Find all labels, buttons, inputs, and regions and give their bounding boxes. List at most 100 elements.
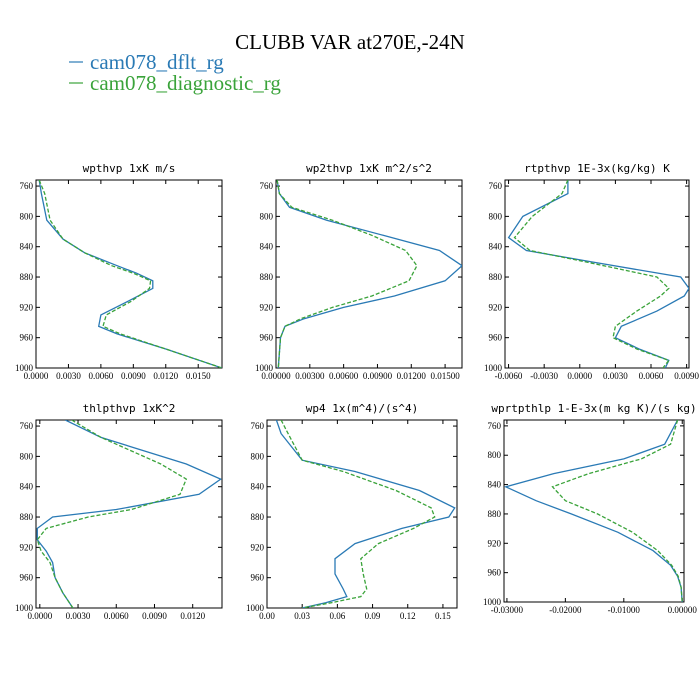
rtpthvp-ytick-label: 1000: [484, 363, 503, 373]
wprtpthlp-xtick-label: -0.02000: [549, 605, 582, 615]
wp2thvp-ytick-label: 800: [260, 211, 274, 221]
wp4-xtick-label: 0.12: [400, 611, 416, 621]
wp4-ytick-label: 1000: [246, 603, 265, 613]
wp2thvp-ytick-label: 920: [260, 302, 274, 312]
rtpthvp-series-dflt: [507, 180, 689, 368]
wp2thvp-xtick-label: 0.01500: [430, 371, 460, 381]
thlpthvp-series-diagnostic: [36, 420, 188, 608]
wp2thvp-xtick-label: 0.00600: [329, 371, 359, 381]
wprtpthlp-xtick-label: -0.01000: [608, 605, 641, 615]
wp2thvp-ytick-label: 880: [260, 272, 274, 282]
wpthvp-xtick-label: 0.0120: [153, 371, 178, 381]
legend-item-diagnostic: cam078_diagnostic_rg: [69, 71, 281, 95]
wp2thvp-xtick-label: 0.00900: [363, 371, 393, 381]
wp4-ytick-label: 800: [251, 451, 265, 461]
wprtpthlp-series-dflt: [504, 420, 683, 602]
wpthvp-xtick-label: 0.0060: [89, 371, 114, 381]
wp4-xtick-label: 0.00: [259, 611, 275, 621]
wpthvp-ytick-label: 920: [20, 302, 34, 312]
rtpthvp-xtick-label: 0.0000: [567, 371, 592, 381]
wp4-xtick-label: 0.06: [329, 611, 345, 621]
wp2thvp-xtick-label: 0.00000: [261, 371, 291, 381]
rtpthvp-ytick-label: 760: [489, 181, 503, 191]
rtpthvp-xtick-label: -0.0030: [530, 371, 558, 381]
wpthvp-ytick-label: 800: [20, 211, 34, 221]
legend-item-dflt: cam078_dflt_rg: [69, 50, 224, 74]
wprtpthlp-ytick-label: 760: [488, 421, 502, 431]
wp4-series-dflt: [275, 420, 456, 608]
legend-label-dflt: cam078_dflt_rg: [90, 50, 224, 74]
rtpthvp-ytick-label: 960: [489, 333, 503, 343]
wp2thvp-series-dflt: [276, 180, 462, 368]
thlpthvp-ytick-label: 800: [20, 451, 34, 461]
wpthvp-xtick-label: 0.0000: [24, 371, 49, 381]
panel-wp2thvp: wp2thvp 1xK m^2/s^2 760 800 840 880 920 960 100…: [255, 162, 463, 381]
wprtpthlp-ytick-label: 1000: [483, 597, 502, 607]
wp2thvp-ytick-label: 960: [260, 333, 274, 343]
wp2thvp-ytick-label: 760: [260, 181, 274, 191]
wpthvp-ytick-label: 1000: [15, 363, 34, 373]
figure-title: CLUBB VAR at270E,-24N: [235, 30, 465, 54]
rtpthvp-plot-frame: [504, 179, 690, 369]
wprtpthlp-panel-title: wprtpthlp 1-E-3x(m kg K)/(s kg): [491, 402, 696, 415]
wpthvp-ytick-label: 840: [20, 242, 34, 252]
thlpthvp-ytick-label: 1000: [15, 603, 34, 613]
rtpthvp-xtick-label: 0.0090: [674, 371, 699, 381]
wprtpthlp-xtick-label: 0.00000: [668, 605, 698, 615]
panel-wpthvp: wpthvp 1xK m/s76080084088092096010000.00…: [15, 162, 223, 381]
wprtpthlp-ytick-label: 840: [488, 480, 502, 490]
rtpthvp-ytick-label: 920: [489, 302, 503, 312]
panel-thlpthvp: thlpthvp 1xK^276080084088092096010000.00…: [15, 402, 223, 621]
wp2thvp-ytick-label: 1000: [255, 363, 274, 373]
rtpthvp-xtick-label: -0.0060: [495, 371, 523, 381]
wprtpthlp-series-diagnostic: [551, 420, 683, 602]
wprtpthlp-ytick-label: 880: [488, 509, 502, 519]
wp2thvp-panel-title: wp2thvp 1xK m^2/s^2: [306, 162, 432, 175]
rtpthvp-panel-title: rtpthvp 1E-3x(kg/kg) K: [524, 162, 670, 175]
thlpthvp-xtick-label: 0.0030: [66, 611, 91, 621]
wp4-ytick-label: 760: [251, 421, 265, 431]
rtpthvp-xtick-label: 0.0060: [639, 371, 664, 381]
wp4-panel-title: wp4 1x(m^4)/(s^4): [306, 402, 419, 415]
thlpthvp-ytick-label: 880: [20, 512, 34, 522]
thlpthvp-xtick-label: 0.0120: [180, 611, 205, 621]
panel-wprtpthlp: wprtpthlp 1-E-3x(m kg K)/(s kg) 760 800 840…: [483, 402, 697, 615]
wprtpthlp-ytick-label: 960: [488, 568, 502, 578]
wpthvp-xtick-label: 0.0150: [186, 371, 211, 381]
wpthvp-plot-frame: [35, 179, 223, 369]
thlpthvp-ytick-label: 840: [20, 482, 34, 492]
thlpthvp-series-dflt: [36, 420, 222, 608]
thlpthvp-plot-frame: [35, 419, 223, 609]
wp2thvp-ytick-label: 840: [260, 242, 274, 252]
wp2thvp-series-diagnostic: [276, 180, 418, 368]
wprtpthlp-ytick-label: 920: [488, 538, 502, 548]
thlpthvp-ytick-label: 760: [20, 421, 34, 431]
wpthvp-panel-title: wpthvp 1xK m/s: [83, 162, 176, 175]
wpthvp-ytick-label: 960: [20, 333, 34, 343]
wpthvp-xtick-label: 0.0030: [56, 371, 81, 381]
thlpthvp-ytick-label: 960: [20, 573, 34, 583]
rtpthvp-series-diagnostic: [513, 180, 670, 368]
thlpthvp-xtick-label: 0.0090: [142, 611, 167, 621]
rtpthvp-ytick-label: 800: [489, 211, 503, 221]
wpthvp-ytick-label: 880: [20, 272, 34, 282]
wp2thvp-xtick-label: 0.00300: [295, 371, 325, 381]
wp4-xtick-label: 0.15: [435, 611, 451, 621]
wprtpthlp-ytick-label: 800: [488, 450, 502, 460]
wpthvp-series-diagnostic: [38, 180, 222, 368]
wp4-ytick-label: 920: [251, 542, 265, 552]
wprtpthlp-plot-frame: [503, 419, 685, 603]
rtpthvp-ytick-label: 840: [489, 242, 503, 252]
wp2thvp-xtick-label: 0.01200: [397, 371, 427, 381]
rtpthvp-xtick-label: 0.0030: [603, 371, 628, 381]
wp4-ytick-label: 880: [251, 512, 265, 522]
wpthvp-ytick-label: 760: [20, 181, 34, 191]
wp4-series-diagnostic: [280, 420, 436, 608]
wp4-ytick-label: 960: [251, 573, 265, 583]
legend: cam078_dflt_rg cam078_diagnostic_rg: [69, 50, 281, 95]
wp4-plot-frame: [266, 419, 458, 609]
wp4-ytick-label: 840: [251, 482, 265, 492]
wpthvp-xtick-label: 0.0090: [121, 371, 146, 381]
panel-rtpthvp: rtpthvp 1E-3x(kg/kg) K 760 800 840 880 920 960…: [484, 162, 700, 381]
